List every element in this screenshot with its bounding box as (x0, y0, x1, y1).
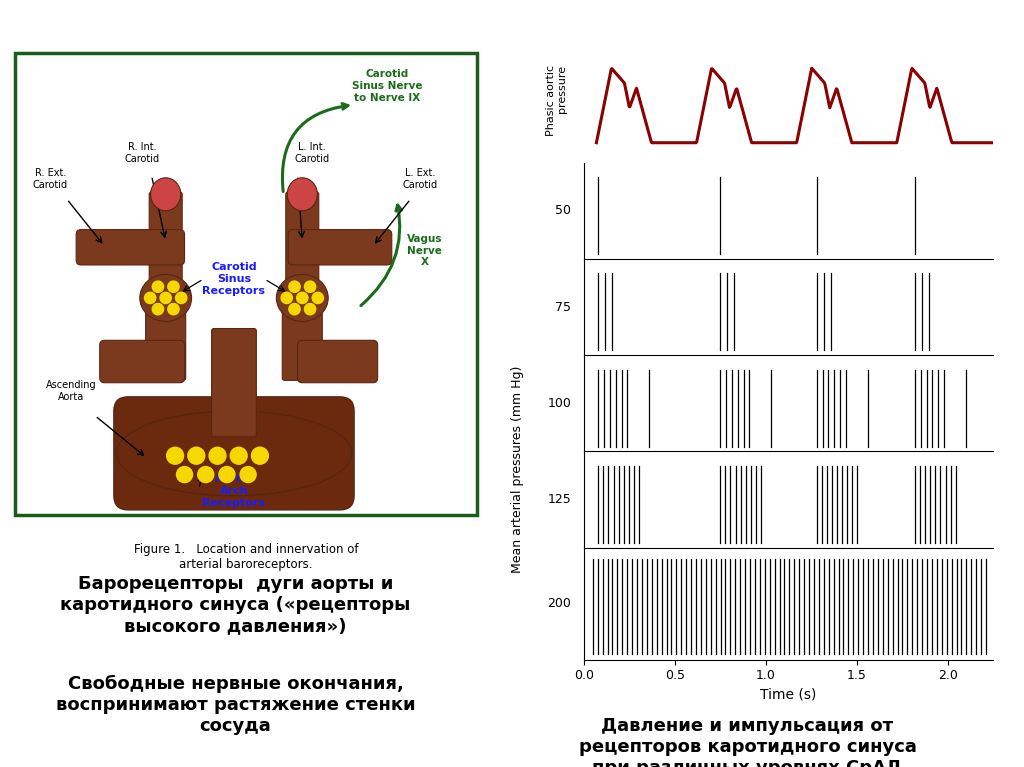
Circle shape (175, 292, 187, 304)
Text: Свободные нервные окончания,
воспринимают растяжение стенки
сосуда: Свободные нервные окончания, воспринимаю… (55, 675, 416, 735)
Circle shape (230, 447, 247, 464)
Ellipse shape (276, 275, 329, 321)
Text: 100: 100 (548, 397, 571, 410)
Circle shape (187, 447, 205, 464)
Text: 125: 125 (548, 493, 571, 506)
Circle shape (153, 304, 164, 314)
Circle shape (289, 304, 300, 314)
Circle shape (304, 281, 315, 292)
Circle shape (289, 281, 300, 292)
Circle shape (168, 281, 179, 292)
Circle shape (312, 292, 324, 304)
FancyBboxPatch shape (114, 397, 354, 510)
Text: 50: 50 (555, 204, 571, 217)
Ellipse shape (287, 178, 317, 211)
Circle shape (176, 466, 193, 482)
Circle shape (198, 466, 214, 482)
FancyBboxPatch shape (145, 305, 185, 380)
Text: 75: 75 (555, 301, 571, 314)
Circle shape (297, 292, 308, 304)
Ellipse shape (151, 178, 181, 211)
Text: Figure 1.   Location and innervation of
arterial baroreceptors.: Figure 1. Location and innervation of ar… (133, 543, 358, 571)
Circle shape (168, 304, 179, 314)
Circle shape (304, 304, 315, 314)
Text: R. Int.
Carotid: R. Int. Carotid (125, 142, 160, 163)
Circle shape (219, 466, 234, 482)
X-axis label: Time (s): Time (s) (760, 688, 817, 702)
Text: L. Ext.
Carotid: L. Ext. Carotid (402, 168, 437, 189)
Circle shape (252, 447, 268, 464)
Text: Carotid
Sinus Nerve
to Nerve IX: Carotid Sinus Nerve to Nerve IX (352, 69, 422, 103)
FancyBboxPatch shape (298, 341, 378, 383)
Text: Mean arterial pressures (mm Hg): Mean arterial pressures (mm Hg) (511, 366, 523, 573)
Text: Vagus
Nerve
X: Vagus Nerve X (407, 234, 442, 268)
Circle shape (144, 292, 156, 304)
FancyBboxPatch shape (76, 229, 184, 265)
Circle shape (209, 447, 226, 464)
Text: L. Int.
Carotid: L. Int. Carotid (294, 142, 330, 163)
FancyBboxPatch shape (99, 341, 184, 383)
Text: Phasic aortic
pressure: Phasic aortic pressure (546, 65, 567, 136)
FancyBboxPatch shape (212, 328, 256, 437)
Circle shape (153, 281, 164, 292)
Circle shape (160, 292, 171, 304)
Circle shape (281, 292, 293, 304)
Text: Aortic
Arch
Receptors: Aortic Arch Receptors (203, 474, 265, 508)
FancyBboxPatch shape (288, 229, 392, 265)
Text: Ascending
Aorta: Ascending Aorta (46, 380, 97, 402)
Text: Давление и импульсация от
рецепторов каротидного синуса
при различных уровнях Ср: Давление и импульсация от рецепторов кар… (579, 717, 916, 767)
FancyBboxPatch shape (283, 305, 323, 380)
Circle shape (240, 466, 256, 482)
Text: 200: 200 (548, 597, 571, 611)
Text: R. Ext.
Carotid: R. Ext. Carotid (33, 168, 68, 189)
Text: Carotid
Sinus
Receptors: Carotid Sinus Receptors (203, 262, 265, 296)
Text: Барорецепторы  дуги аорты и
каротидного синуса («рецепторы
высокого давления»): Барорецепторы дуги аорты и каротидного с… (60, 575, 411, 635)
Circle shape (167, 447, 183, 464)
FancyBboxPatch shape (150, 192, 182, 281)
Ellipse shape (117, 411, 352, 495)
FancyBboxPatch shape (15, 53, 476, 515)
Ellipse shape (139, 275, 191, 321)
FancyBboxPatch shape (286, 192, 318, 281)
